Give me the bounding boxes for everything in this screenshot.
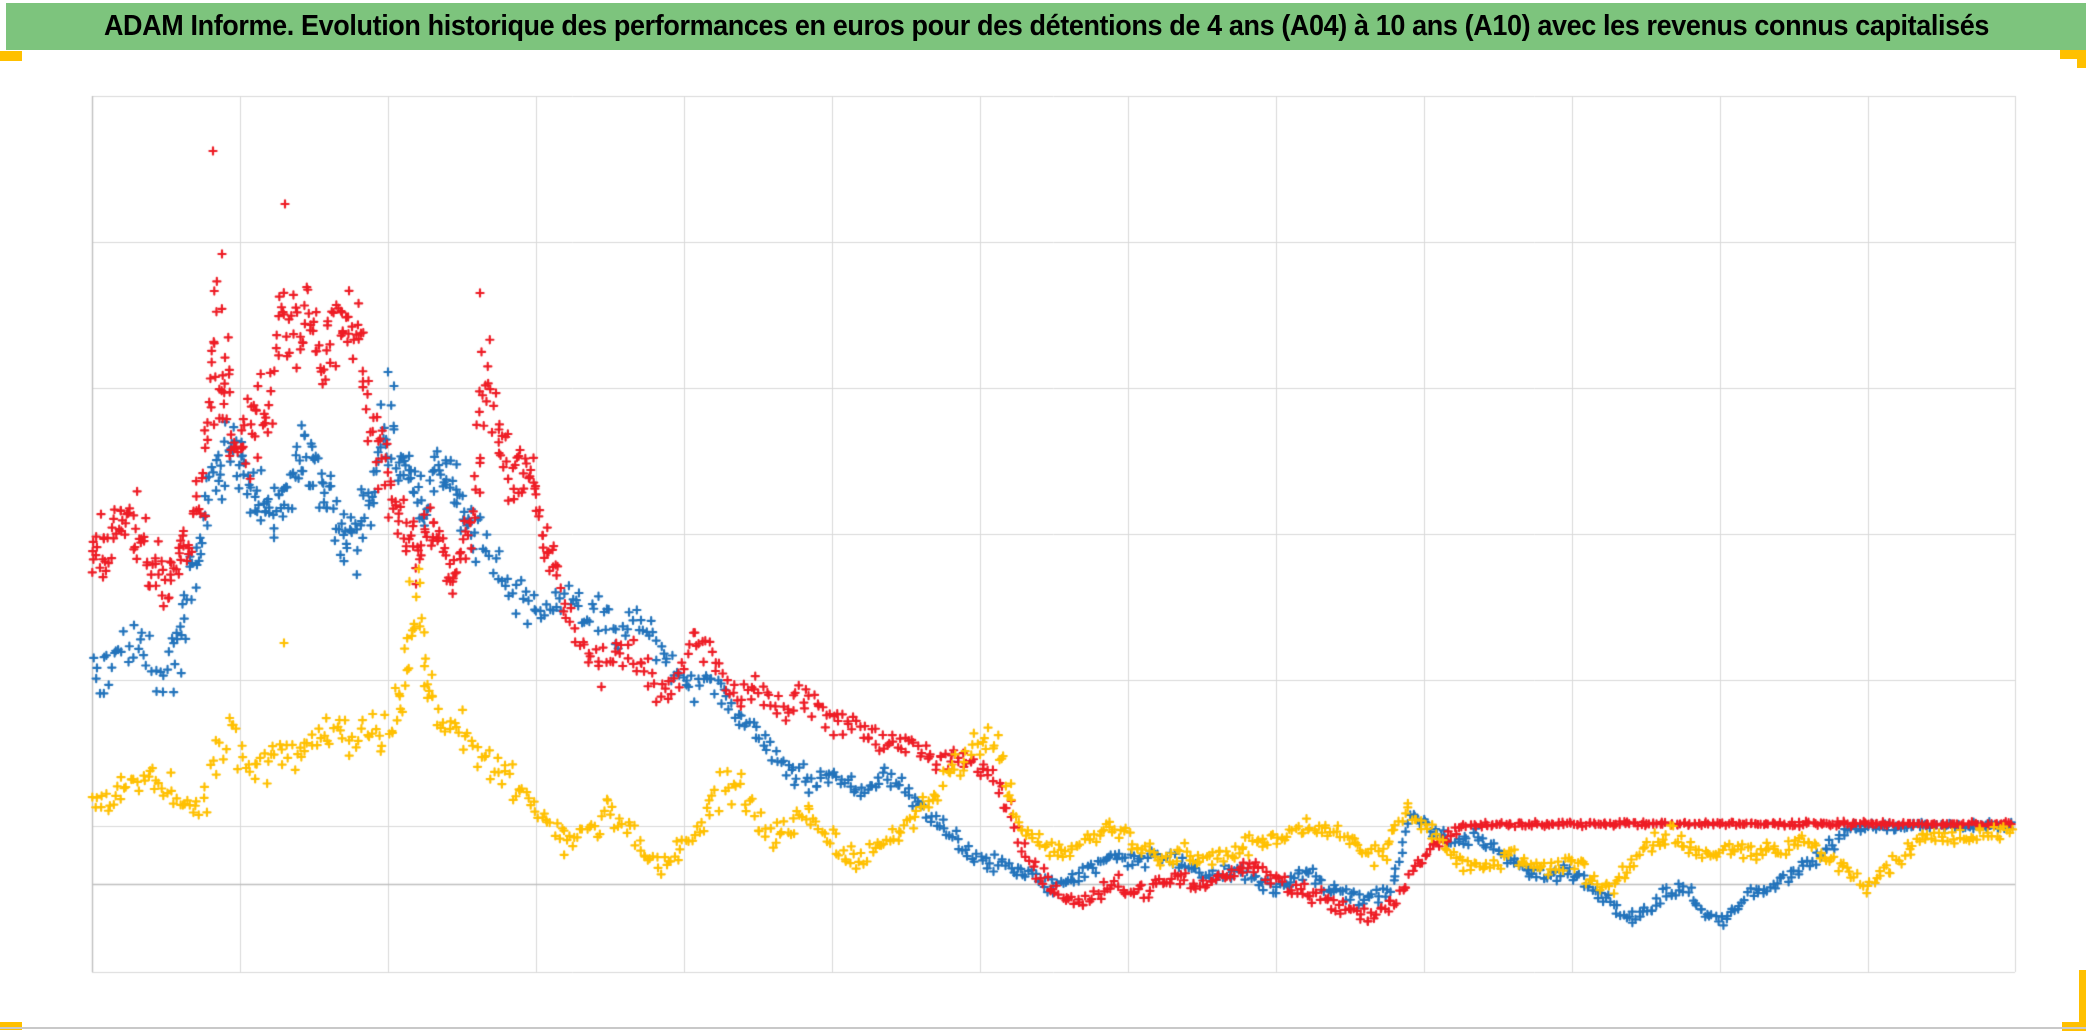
corner-mark-bottom-left bbox=[0, 1022, 22, 1030]
corner-mark-top-left bbox=[0, 51, 22, 61]
bottom-rule bbox=[0, 1027, 2086, 1029]
corner-mark-top-right bbox=[2060, 50, 2086, 59]
corner-mark-top-right-vertical bbox=[2077, 50, 2086, 68]
corner-mark-bottom-right bbox=[2062, 1022, 2086, 1031]
corner-mark-bottom-right-vertical bbox=[2079, 970, 2086, 1031]
